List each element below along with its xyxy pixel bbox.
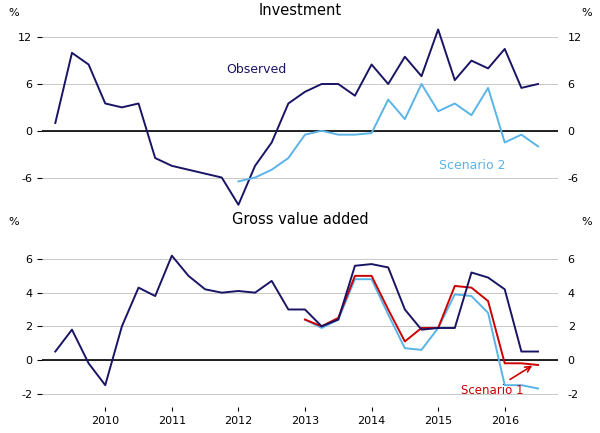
Text: Observed: Observed — [226, 63, 286, 76]
Text: %: % — [8, 8, 19, 18]
Text: Scenario 2: Scenario 2 — [439, 159, 506, 172]
Text: Investment: Investment — [259, 3, 341, 18]
Text: %: % — [8, 217, 19, 227]
Text: %: % — [581, 217, 592, 227]
Text: Scenario 1: Scenario 1 — [461, 367, 531, 397]
Text: Gross value added: Gross value added — [232, 212, 368, 227]
Text: %: % — [581, 8, 592, 18]
